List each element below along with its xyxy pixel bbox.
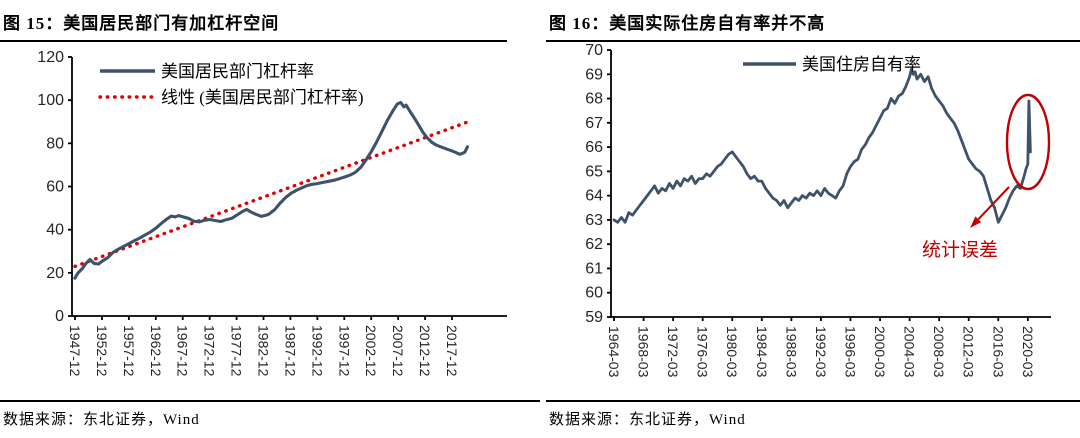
svg-text:2008-03: 2008-03 bbox=[931, 326, 947, 378]
figure-15-panel: 图 15：美国居民部门有加杠杆空间 0 20 40 60 80 100 120 1947-12… bbox=[0, 0, 540, 429]
annotation-label: 统计误差 bbox=[922, 239, 998, 261]
svg-text:1997-12: 1997-12 bbox=[336, 325, 352, 377]
svg-text:62: 62 bbox=[585, 236, 603, 253]
svg-text:69: 69 bbox=[585, 66, 603, 83]
household-leverage-line bbox=[73, 100, 470, 280]
svg-text:65: 65 bbox=[585, 163, 603, 180]
svg-text:1947-12: 1947-12 bbox=[67, 325, 83, 377]
svg-text:1952-12: 1952-12 bbox=[94, 325, 110, 377]
svg-text:80: 80 bbox=[46, 135, 64, 152]
x-axis-tick-labels: 1964-03 1968-03 1972-03 1976-03 1980-03 1984-… bbox=[606, 317, 1036, 378]
svg-text:1972-12: 1972-12 bbox=[202, 325, 218, 377]
svg-text:1987-12: 1987-12 bbox=[282, 325, 298, 377]
svg-text:1972-03: 1972-03 bbox=[665, 326, 681, 378]
svg-text:63: 63 bbox=[585, 212, 603, 229]
svg-text:2000-03: 2000-03 bbox=[872, 326, 888, 378]
svg-text:100: 100 bbox=[37, 92, 64, 109]
svg-text:1967-12: 1967-12 bbox=[175, 325, 191, 377]
svg-text:1968-03: 1968-03 bbox=[636, 326, 652, 378]
svg-text:67: 67 bbox=[585, 115, 603, 132]
svg-text:2007-12: 2007-12 bbox=[390, 325, 406, 377]
svg-text:61: 61 bbox=[585, 260, 603, 277]
svg-text:2012-03: 2012-03 bbox=[961, 326, 977, 378]
linear-trend-line bbox=[73, 120, 470, 269]
figure-15-source-note: 数据来源：东北证券，Wind bbox=[0, 400, 540, 429]
svg-text:线性 (美国居民部门杠杆率): 线性 (美国居民部门杠杆率) bbox=[161, 88, 364, 107]
x-axis-tick-labels: 1947-12 1952-12 1957-12 1962-12 1967-12 1972-… bbox=[67, 316, 460, 377]
figure-16-source-note: 数据来源：东北证券，Wind bbox=[546, 400, 1080, 429]
legend: 美国住房自有率 bbox=[743, 55, 921, 74]
svg-text:1980-03: 1980-03 bbox=[724, 326, 740, 378]
svg-text:2004-03: 2004-03 bbox=[902, 326, 918, 378]
annotation-ellipse bbox=[1005, 93, 1051, 191]
svg-text:70: 70 bbox=[585, 42, 603, 59]
svg-text:1992-12: 1992-12 bbox=[309, 325, 325, 377]
svg-text:64: 64 bbox=[585, 188, 603, 205]
homeownership-line bbox=[612, 67, 1032, 224]
y-axis-tick-labels: 59 60 61 62 63 64 65 66 67 68 69 70 bbox=[585, 42, 611, 326]
svg-text:2016-03: 2016-03 bbox=[990, 326, 1006, 378]
svg-text:2002-12: 2002-12 bbox=[363, 325, 379, 377]
figure-16-chart-canvas: 59 60 61 62 63 64 65 66 67 68 69 70 1964-03 1968-03 19… bbox=[546, 42, 1080, 400]
svg-text:2012-12: 2012-12 bbox=[417, 325, 433, 377]
svg-text:2017-12: 2017-12 bbox=[444, 325, 460, 377]
svg-text:40: 40 bbox=[46, 222, 64, 239]
svg-text:66: 66 bbox=[585, 139, 603, 156]
svg-text:1984-03: 1984-03 bbox=[754, 326, 770, 378]
svg-text:1962-12: 1962-12 bbox=[148, 325, 164, 377]
figure-16-panel: 图 16：美国实际住房自有率并不高 59 60 61 62 63 64 65 66 67 68 69… bbox=[540, 0, 1080, 438]
svg-text:59: 59 bbox=[585, 309, 603, 326]
svg-text:1964-03: 1964-03 bbox=[606, 326, 622, 378]
svg-text:0: 0 bbox=[55, 308, 64, 325]
svg-text:1988-03: 1988-03 bbox=[783, 326, 799, 378]
svg-text:1996-03: 1996-03 bbox=[842, 326, 858, 378]
figure-16-title: 图 16：美国实际住房自有率并不高 bbox=[546, 0, 1080, 42]
svg-text:1976-03: 1976-03 bbox=[695, 326, 711, 378]
svg-text:1977-12: 1977-12 bbox=[229, 325, 245, 377]
svg-text:美国住房自有率: 美国住房自有率 bbox=[802, 55, 921, 74]
svg-text:1982-12: 1982-12 bbox=[256, 325, 272, 377]
svg-text:2020-03: 2020-03 bbox=[1020, 326, 1036, 378]
svg-text:120: 120 bbox=[37, 49, 64, 66]
svg-text:1957-12: 1957-12 bbox=[121, 325, 137, 377]
svg-text:68: 68 bbox=[585, 91, 603, 108]
y-axis-tick-labels: 0 20 40 60 80 100 120 bbox=[37, 49, 72, 325]
svg-text:美国居民部门杠杆率: 美国居民部门杠杆率 bbox=[161, 62, 314, 81]
figure-15-chart-canvas: 0 20 40 60 80 100 120 1947-12 1952-12 1957-12 1962… bbox=[0, 42, 540, 400]
svg-text:1992-03: 1992-03 bbox=[813, 326, 829, 378]
annotation-arrow bbox=[970, 186, 1010, 228]
svg-text:20: 20 bbox=[46, 265, 64, 282]
svg-text:60: 60 bbox=[46, 179, 64, 196]
svg-text:60: 60 bbox=[585, 285, 603, 302]
figure-15-title: 图 15：美国居民部门有加杠杆空间 bbox=[0, 0, 507, 42]
